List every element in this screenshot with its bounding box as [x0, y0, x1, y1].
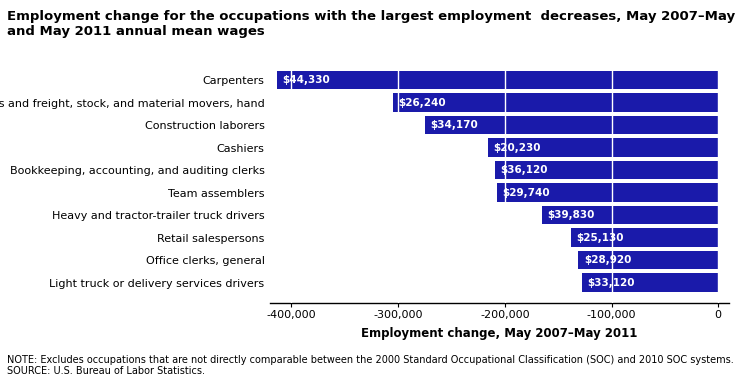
- Text: $28,920: $28,920: [584, 255, 631, 265]
- Text: and May 2011 annual mean wages: and May 2011 annual mean wages: [7, 25, 265, 38]
- Text: $36,120: $36,120: [500, 165, 548, 175]
- Text: Employment change for the occupations with the largest employment  decreases, Ma: Employment change for the occupations wi…: [7, 10, 740, 23]
- Text: $33,120: $33,120: [587, 278, 634, 288]
- Bar: [425, 116, 719, 134]
- Bar: [571, 229, 719, 247]
- Text: $39,830: $39,830: [548, 210, 595, 220]
- Bar: [582, 274, 719, 292]
- X-axis label: Employment change, May 2007–May 2011: Employment change, May 2007–May 2011: [361, 327, 638, 340]
- Text: $44,330: $44,330: [282, 75, 329, 85]
- Text: $29,740: $29,740: [502, 188, 551, 198]
- Text: $20,230: $20,230: [493, 143, 541, 152]
- Bar: [542, 206, 719, 224]
- Bar: [488, 139, 719, 157]
- Text: $26,240: $26,240: [398, 98, 445, 108]
- Bar: [495, 161, 719, 179]
- Bar: [393, 93, 719, 112]
- Bar: [277, 71, 719, 89]
- Text: $25,130: $25,130: [576, 233, 624, 243]
- Bar: [497, 183, 719, 202]
- Bar: [579, 251, 719, 269]
- Text: $34,170: $34,170: [430, 120, 478, 130]
- Text: NOTE: Excludes occupations that are not directly comparable between the 2000 Sta: NOTE: Excludes occupations that are not …: [7, 355, 734, 376]
